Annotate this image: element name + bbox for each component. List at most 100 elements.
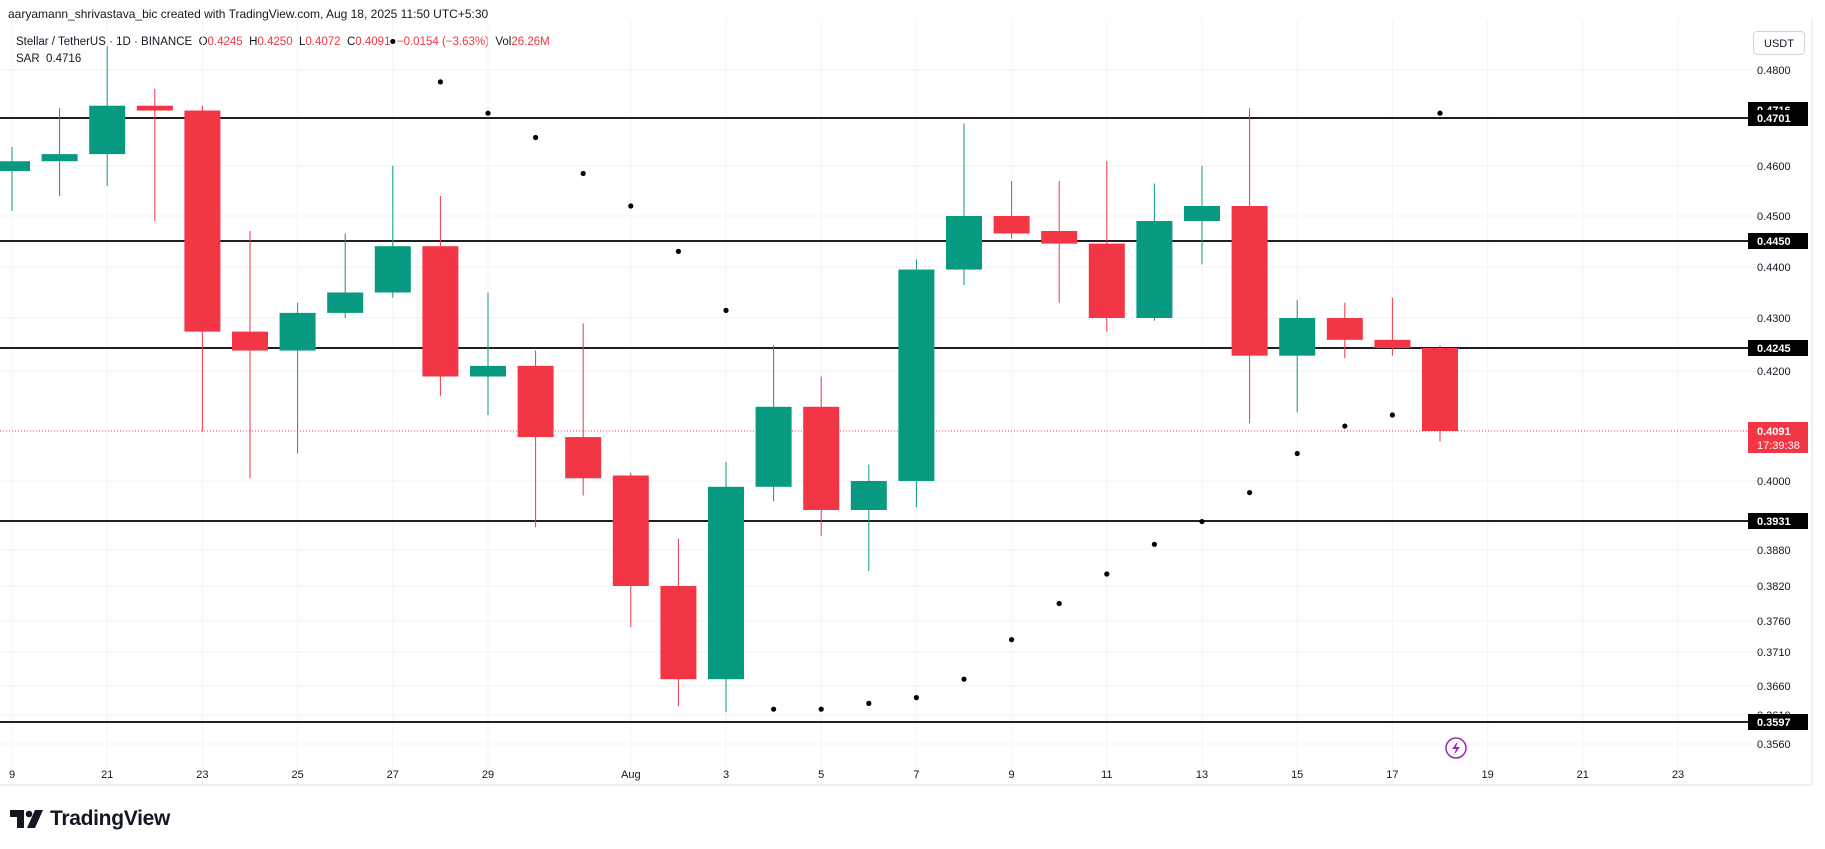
candles [0, 46, 1458, 713]
price-tick-label: 0.4400 [1757, 262, 1791, 274]
time-tick-label: 9 [9, 769, 15, 781]
candle-down [660, 538, 697, 707]
time-tick-label: Aug [621, 769, 641, 781]
candle-down [136, 89, 173, 221]
time-tick-label: 27 [387, 769, 399, 781]
candle-body [232, 331, 268, 351]
sar-dot [1247, 489, 1253, 496]
tradingview-logo-icon [10, 810, 43, 828]
candle-down [184, 105, 221, 432]
candle-up [755, 345, 792, 502]
candle-up [374, 166, 411, 298]
level-price-label: 0.4245 [1748, 340, 1808, 356]
axis-level-labels: 0.47160.47010.44500.42450.39310.35970.40… [1748, 102, 1808, 730]
time-axis[interactable]: 9 21 23 25 27 29 Aug 3 5 7 9 11 13 15 17 19 21 23 [9, 769, 1684, 781]
price-tick-label: 0.4500 [1757, 211, 1791, 223]
time-tick-label: 7 [913, 769, 919, 781]
price-tick-label: 0.3820 [1757, 581, 1791, 593]
candle-down [1088, 161, 1125, 332]
close-label: C [346, 36, 356, 48]
candle-down [1422, 345, 1458, 442]
sar-dot [913, 695, 920, 701]
candle-body [0, 161, 30, 171]
level-price-label: 0.3597 [1748, 714, 1808, 730]
candle-up [279, 302, 316, 454]
sar-dot [961, 676, 967, 682]
time-tick-label: 9 [1009, 769, 1015, 781]
candle-down [1374, 297, 1411, 356]
candle-body [184, 110, 221, 332]
price-axis[interactable]: 0.4800 0.4600 0.4500 0.4400 0.4300 0.4200 0.40… [1757, 65, 1791, 751]
sar-indicator-value: 0.4716 [46, 53, 82, 65]
candle-body [565, 437, 602, 479]
candle-body [850, 481, 887, 510]
open-value: 0.4245 [207, 36, 243, 48]
time-tick-label: 3 [723, 769, 729, 781]
chart-grid [0, 20, 1813, 786]
candle-body [1374, 339, 1411, 348]
last-price-box [1748, 422, 1808, 453]
sar-dot [1151, 541, 1157, 547]
sar-dot [628, 203, 634, 209]
candle-up [89, 46, 126, 186]
candle-down [1326, 302, 1363, 359]
time-tick-label: 15 [1291, 769, 1303, 781]
candle-body [946, 216, 982, 270]
sar-dot [533, 134, 539, 141]
sar-dot [485, 110, 491, 116]
candle-up [327, 233, 364, 318]
candle-body [1231, 206, 1268, 356]
lightning-icon[interactable] [1445, 737, 1467, 759]
candle-body [422, 246, 459, 377]
sar-dots [390, 38, 1443, 712]
sar-dot [390, 38, 396, 45]
candle-down [232, 231, 268, 479]
candle-body [327, 292, 364, 313]
candle-body [1279, 318, 1316, 356]
price-tick-label: 0.3660 [1757, 681, 1791, 693]
high-label: H [249, 36, 258, 48]
time-tick-label: 23 [1672, 769, 1684, 781]
candle-down [565, 323, 602, 496]
candle-up [946, 123, 982, 285]
symbol-legend: Stellar / TetherUS · 1D · BINANCE O0.424… [16, 34, 550, 68]
sar-dot [1199, 518, 1205, 525]
level-price-label-box [1748, 110, 1808, 126]
candle-down [993, 181, 1030, 239]
sar-dot [437, 79, 443, 85]
chart-credit: aaryamann_shrivastava_bic created with T… [8, 7, 489, 21]
open-label: O [198, 36, 208, 48]
currency-selector[interactable]: USDT [1753, 31, 1805, 55]
sar-dot [866, 700, 872, 707]
candle-body [660, 586, 697, 680]
sar-dot [771, 706, 777, 712]
candle-body [374, 246, 411, 293]
sar-dot [675, 248, 682, 254]
time-tick-label: 21 [1577, 769, 1589, 781]
candle-body [41, 154, 78, 162]
candle-body [1041, 231, 1078, 244]
price-tick-label: 0.3710 [1757, 647, 1791, 659]
price-tick-label: 0.4600 [1757, 161, 1791, 173]
sar-dot [723, 307, 729, 313]
price-tick-label: 0.3880 [1757, 545, 1791, 557]
level-price-label: 0.3931 [1748, 513, 1808, 529]
level-price-label-box [1748, 340, 1808, 356]
time-tick-label: 21 [101, 769, 113, 781]
price-tick-label: 0.4200 [1757, 366, 1791, 378]
level-price-label-box [1748, 513, 1808, 529]
sar-indicator-label[interactable]: SAR [16, 53, 40, 65]
volume-value: 26.26M [511, 36, 550, 48]
candle-body [136, 105, 173, 111]
time-tick-label: 11 [1101, 769, 1112, 781]
time-tick-label: 5 [818, 769, 824, 781]
candle-body [898, 269, 935, 481]
symbol-title[interactable]: Stellar / TetherUS · 1D · BINANCE [16, 36, 193, 48]
sar-dot [1056, 600, 1062, 607]
level-price-label-box [1748, 714, 1808, 730]
last-price-text: 0.4091 [1757, 426, 1791, 438]
low-label: L [299, 36, 306, 48]
candle-down [422, 196, 459, 396]
sar-dot [818, 706, 824, 712]
